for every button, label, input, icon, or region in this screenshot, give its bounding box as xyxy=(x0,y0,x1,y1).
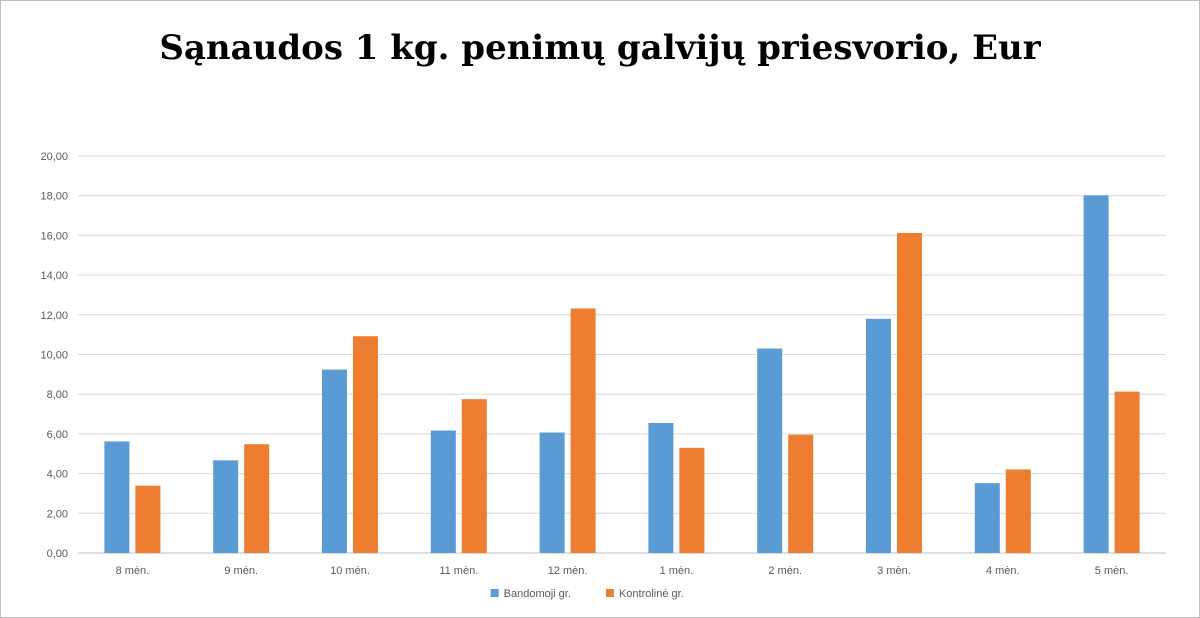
bar-bandomoji xyxy=(430,430,456,553)
bar-bandomoji xyxy=(213,460,239,553)
y-tick-label: 20,00 xyxy=(40,151,68,163)
x-tick-label: 3 mėn. xyxy=(877,565,911,577)
bar-kontroline xyxy=(244,444,270,553)
x-tick-label: 9 mėn. xyxy=(224,565,258,577)
y-tick-label: 6,00 xyxy=(47,429,68,441)
bar-bandomoji xyxy=(757,348,783,553)
x-tick-label: 10 mėn. xyxy=(330,565,370,577)
y-tick-label: 4,00 xyxy=(47,469,68,481)
y-tick-label: 18,00 xyxy=(40,191,68,203)
x-tick-label: 8 mėn. xyxy=(116,565,150,577)
y-tick-label: 16,00 xyxy=(40,230,68,242)
y-tick-label: 8,00 xyxy=(47,389,68,401)
bar-kontroline xyxy=(1005,469,1031,553)
bar-bandomoji xyxy=(648,422,674,553)
legend-swatch-kontroline xyxy=(605,589,614,597)
x-tick-label: 1 mėn. xyxy=(660,565,694,577)
y-tick-label: 0,00 xyxy=(47,548,68,560)
y-tick-label: 14,00 xyxy=(40,270,68,282)
legend-label-kontroline: Kontrolinė gr. xyxy=(619,588,684,600)
legend-label-bandomoji: Bandomoji gr. xyxy=(504,588,571,600)
legend-swatch-bandomoji xyxy=(490,589,499,597)
bar-bandomoji xyxy=(539,432,565,553)
bar-bandomoji xyxy=(1083,195,1109,554)
bar-bandomoji xyxy=(866,318,891,553)
bar-bandomoji xyxy=(104,441,130,553)
y-tick-label: 12,00 xyxy=(40,310,68,322)
bar-kontroline xyxy=(570,308,596,553)
bar-bandomoji xyxy=(322,369,347,553)
x-tick-label: 2 mėn. xyxy=(768,565,802,577)
bar-kontroline xyxy=(135,485,161,553)
x-tick-label: 11 mėn. xyxy=(439,565,478,577)
x-tick-label: 12 mėn. xyxy=(548,565,588,577)
bar-kontroline xyxy=(461,399,487,553)
x-tick-label: 5 mėn. xyxy=(1095,565,1129,577)
bar-bandomoji xyxy=(974,483,1000,553)
chart-title: Sąnaudos 1 kg. penimų galvijų priesvorio… xyxy=(159,28,1041,68)
y-tick-label: 2,00 xyxy=(47,508,68,520)
bar-kontroline xyxy=(897,233,922,553)
x-tick-label: 4 mėn. xyxy=(986,565,1020,577)
bar-kontroline xyxy=(788,434,814,553)
bar-kontroline xyxy=(679,447,705,553)
bar-kontroline xyxy=(353,336,378,553)
bar-kontroline xyxy=(1114,391,1140,553)
y-tick-label: 10,00 xyxy=(40,350,68,362)
